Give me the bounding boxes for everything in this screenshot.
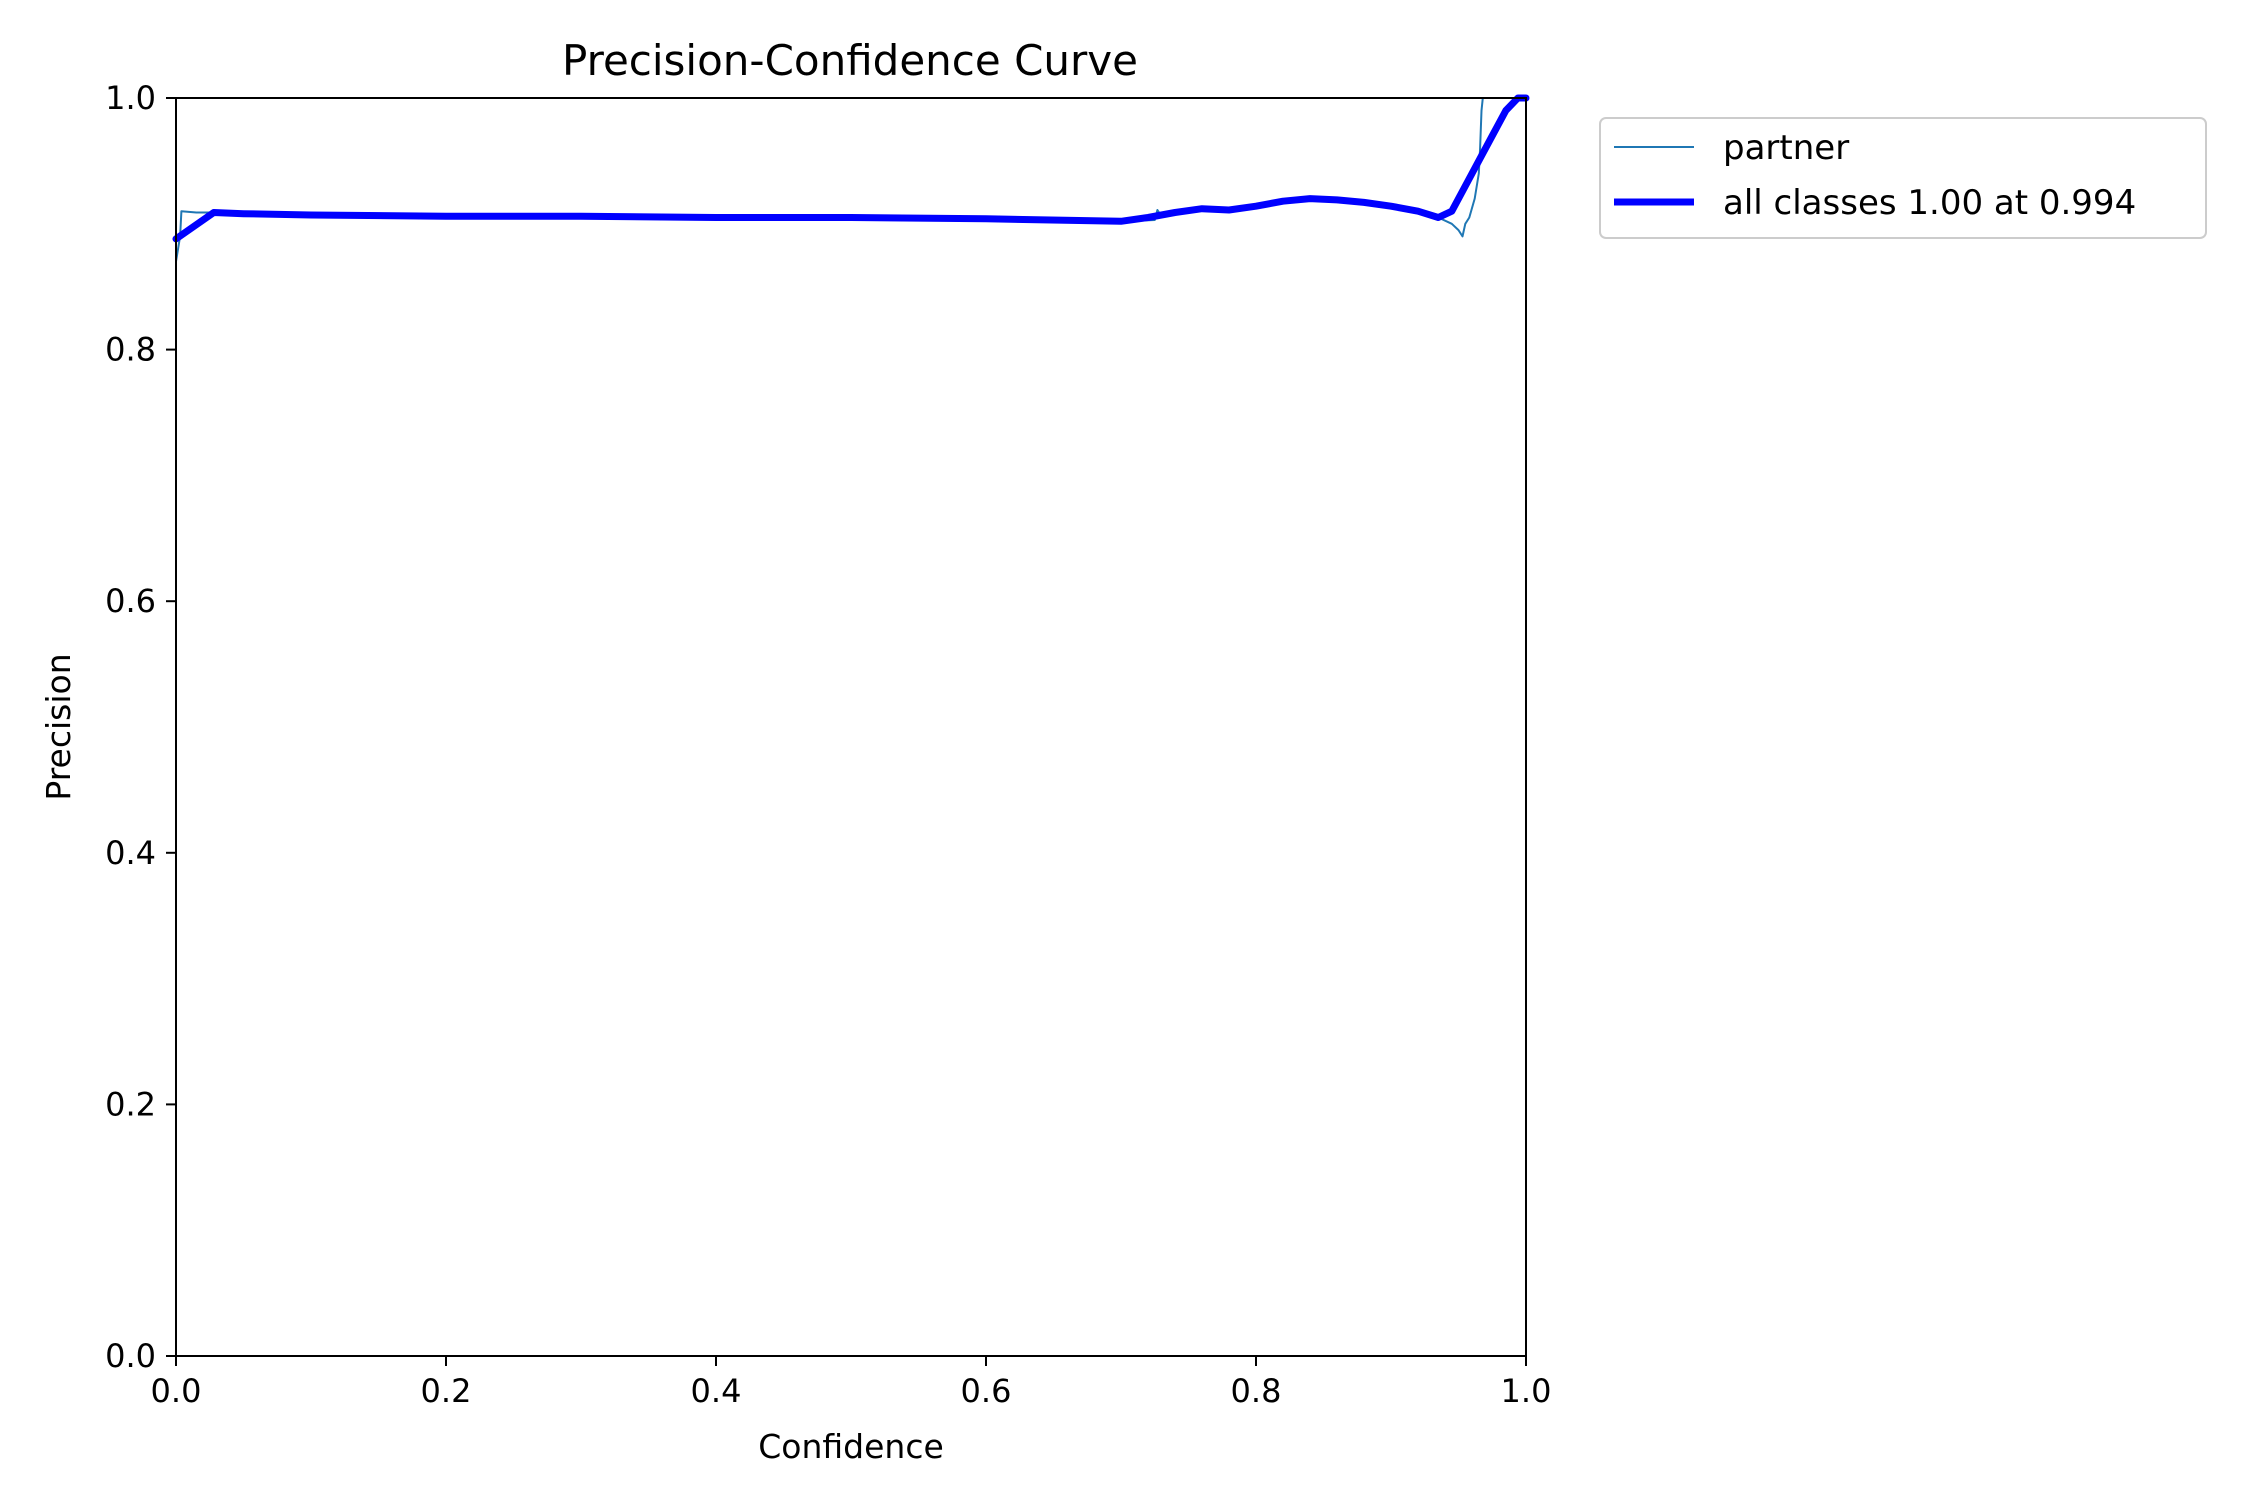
y-axis-ticks: 0.0 0.2 0.4 0.6 0.8 1.0 [105,79,176,1375]
y-tick-label: 0.4 [105,834,156,872]
x-tick-label: 0.2 [421,1372,472,1410]
x-tick-label: 0.0 [151,1372,202,1410]
legend: partner all classes 1.00 at 0.994 [1599,117,2207,239]
plot-lines [172,94,1530,263]
legend-box [1599,117,2207,239]
y-tick-label: 0.2 [105,1085,156,1123]
plot-frame [175,97,1527,1357]
legend-label-all-classes: all classes 1.00 at 0.994 [1723,183,2136,223]
x-tick-label: 0.8 [1231,1372,1282,1410]
y-tick-label: 1.0 [105,79,156,117]
x-axis-label: Confidence [758,1427,944,1466]
y-tick-label: 0.8 [105,331,156,369]
x-tick-label: 1.0 [1501,1372,1552,1410]
series-line-all-classes [172,94,1530,243]
x-tick-label: 0.4 [691,1372,742,1410]
y-tick-label: 0.6 [105,582,156,620]
x-tick-label: 0.6 [961,1372,1012,1410]
series-line-partner [175,97,1527,263]
x-axis-ticks: 0.0 0.2 0.4 0.6 0.8 1.0 [151,1356,1552,1410]
y-tick-label: 0.0 [105,1337,156,1375]
legend-label-partner: partner [1723,128,1849,168]
y-axis-label: Precision [39,653,78,800]
chart-title: Precision-Confidence Curve [562,36,1138,85]
